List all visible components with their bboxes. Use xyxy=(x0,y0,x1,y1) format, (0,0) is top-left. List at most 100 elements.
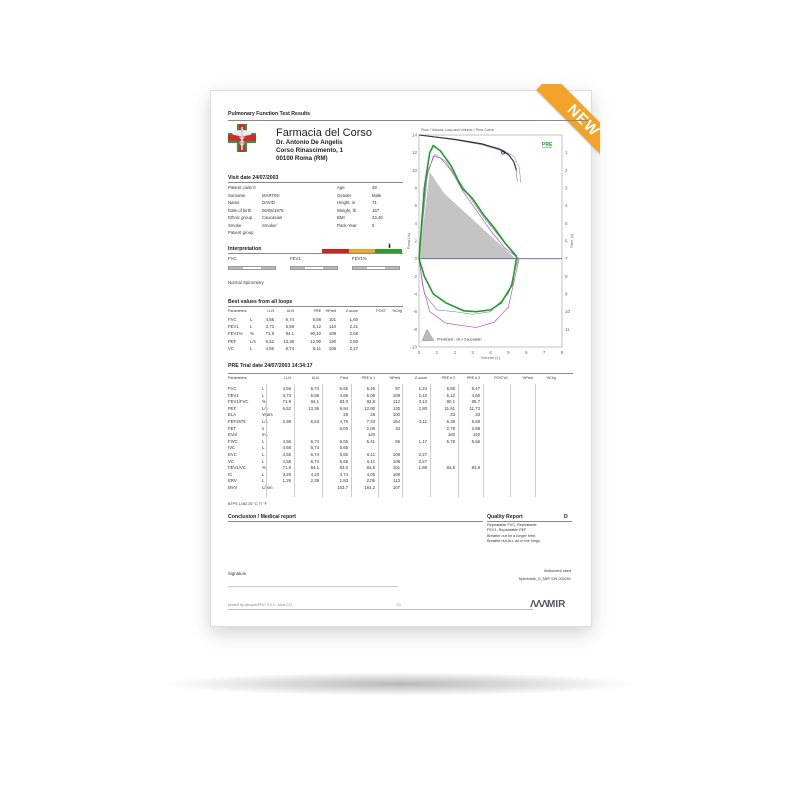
pharmacy-details: Dr. Antonio De Angelis Corso Rinasciment… xyxy=(276,139,343,163)
column-header: %Pred xyxy=(325,309,336,313)
table-cell: 6,52 xyxy=(282,405,291,411)
column-header: ULN xyxy=(286,309,294,313)
table-cell: 12,90 xyxy=(364,405,375,411)
table-cell: 3,74 xyxy=(339,471,348,477)
column-header: %Pred xyxy=(389,376,400,380)
table-cell: 4,05 xyxy=(366,471,375,477)
column-divider xyxy=(378,384,379,497)
table-cell: 6,74 xyxy=(285,317,294,322)
table-cell: 6,52 xyxy=(265,338,274,344)
table-cell: IVC xyxy=(228,445,236,451)
table-cell: 108 xyxy=(392,452,400,457)
patient-field: BMI xyxy=(337,215,345,220)
table-cell: 5,45 xyxy=(366,386,375,391)
y2-tick-label: 3 xyxy=(565,186,568,191)
table-cell: 2,80 xyxy=(349,338,358,344)
y2-tick-label: 4 xyxy=(565,203,568,208)
table-cell: 6,11 xyxy=(366,458,375,464)
pharmacy-name: Farmacia del Corso xyxy=(276,127,372,139)
table-cell: 2,27 xyxy=(418,458,427,464)
table-cell: L xyxy=(250,317,253,322)
table-cell: 5,88 xyxy=(471,419,480,424)
y-tick-label: -10 xyxy=(410,345,417,350)
column-header: PRE xyxy=(313,309,321,313)
table-cell: FEV1 xyxy=(228,324,239,330)
x-tick-label: 8 xyxy=(561,350,564,355)
table-cell: 100 xyxy=(392,412,400,418)
table-cell: 6,11 xyxy=(366,452,375,457)
legend-swatch xyxy=(421,328,435,342)
patient-field: Ethnic group xyxy=(228,215,253,220)
trial-title: PRE Trial date 24/07/2003 14:34:17 xyxy=(228,363,313,369)
table-cell: 83,8 xyxy=(471,465,480,471)
table-cell: L xyxy=(262,438,265,444)
table-cell: 109 xyxy=(328,331,336,337)
y-tick-label: 6 xyxy=(414,203,417,208)
table-cell: PEF xyxy=(228,338,237,344)
table-cell: 2,98 xyxy=(282,419,291,424)
table-cell: 130 xyxy=(328,338,336,344)
y-tick-label: -8 xyxy=(413,327,417,332)
table-cell: 2,27 xyxy=(418,452,427,457)
quality-line: Breathe out ALL air in the lungs xyxy=(487,538,540,543)
table-cell: 34 xyxy=(395,425,400,431)
flow-volume-loop xyxy=(418,144,518,313)
table-cell: 4,56 xyxy=(282,438,291,444)
column-header: LLN xyxy=(284,376,291,380)
table-cell: 1,88 xyxy=(418,465,427,471)
table-cell: 2,78 xyxy=(446,425,455,431)
table-cell: 88,7 xyxy=(471,399,480,405)
quality-line: Repeatable FVC, Repeatable xyxy=(487,523,537,527)
table-cell: FEV1% xyxy=(228,331,243,337)
y2-tick-label: 9 xyxy=(565,292,568,297)
table-cell: 97 xyxy=(395,386,400,391)
column-divider xyxy=(458,384,459,497)
table-cell: ELA xyxy=(228,412,237,418)
quality-line: FEV1, Repeatable PEF xyxy=(487,527,527,532)
table-cell: 164,2 xyxy=(364,485,375,490)
table-cell: 160 xyxy=(447,432,455,438)
plot-frame xyxy=(418,134,563,348)
gauge-bar xyxy=(290,266,338,270)
interpretation-scale xyxy=(322,249,403,253)
curve-marker: O xyxy=(501,151,505,157)
column-header: Z-score xyxy=(414,376,427,380)
x-tick-label: 2 xyxy=(453,350,456,355)
page-number: 1/1 xyxy=(396,603,401,607)
table-cell: PEF xyxy=(228,405,237,411)
table-cell: 101 xyxy=(392,465,400,471)
table-cell: FEV1/FVC xyxy=(228,399,249,405)
instrument-label: Instrument used xyxy=(543,569,571,573)
table-cell: 6,11 xyxy=(312,345,321,351)
series-label-pre: PRE xyxy=(542,142,553,148)
interpretation-title: Interpretation xyxy=(228,246,262,252)
table-cell: 107 xyxy=(392,485,400,490)
table-cell: 6,38 xyxy=(446,419,455,424)
column-header: LLN xyxy=(267,309,274,313)
mir-logo-mark: ΛΛΛ xyxy=(530,599,548,610)
table-cell: 5,12 xyxy=(446,392,455,398)
table-cell: 5,65 xyxy=(339,438,348,444)
y2-tick-label: 5 xyxy=(565,221,568,226)
mir-logo-text: MIR xyxy=(547,599,566,610)
table-cell: 6,74 xyxy=(285,345,294,351)
table-cell: 1,60 xyxy=(349,317,358,322)
table-cell: 4,76 xyxy=(339,419,348,424)
table-cell: L/s xyxy=(250,338,256,344)
table-cell: 3,13 xyxy=(418,399,427,405)
table-cell: 7,33 xyxy=(366,419,375,424)
table-cell: MVV xyxy=(228,485,238,490)
y-tick-label: -2 xyxy=(413,274,417,279)
table-cell: 2,88 xyxy=(471,425,480,431)
table-cell: 6,74 xyxy=(310,386,319,391)
column-divider xyxy=(483,384,484,497)
table-cell: 109 xyxy=(392,392,400,398)
table-cell: 28 xyxy=(370,412,375,418)
table-cell: 4,56 xyxy=(265,317,274,322)
table-cell: 140 xyxy=(472,432,480,438)
table-cell: 4,56 xyxy=(282,445,291,451)
table-cell: 4,65 xyxy=(471,392,480,398)
table-cell: 3,73 xyxy=(282,392,291,398)
table-cell: 83,8 xyxy=(366,465,375,471)
column-header: Parameters xyxy=(228,376,247,380)
